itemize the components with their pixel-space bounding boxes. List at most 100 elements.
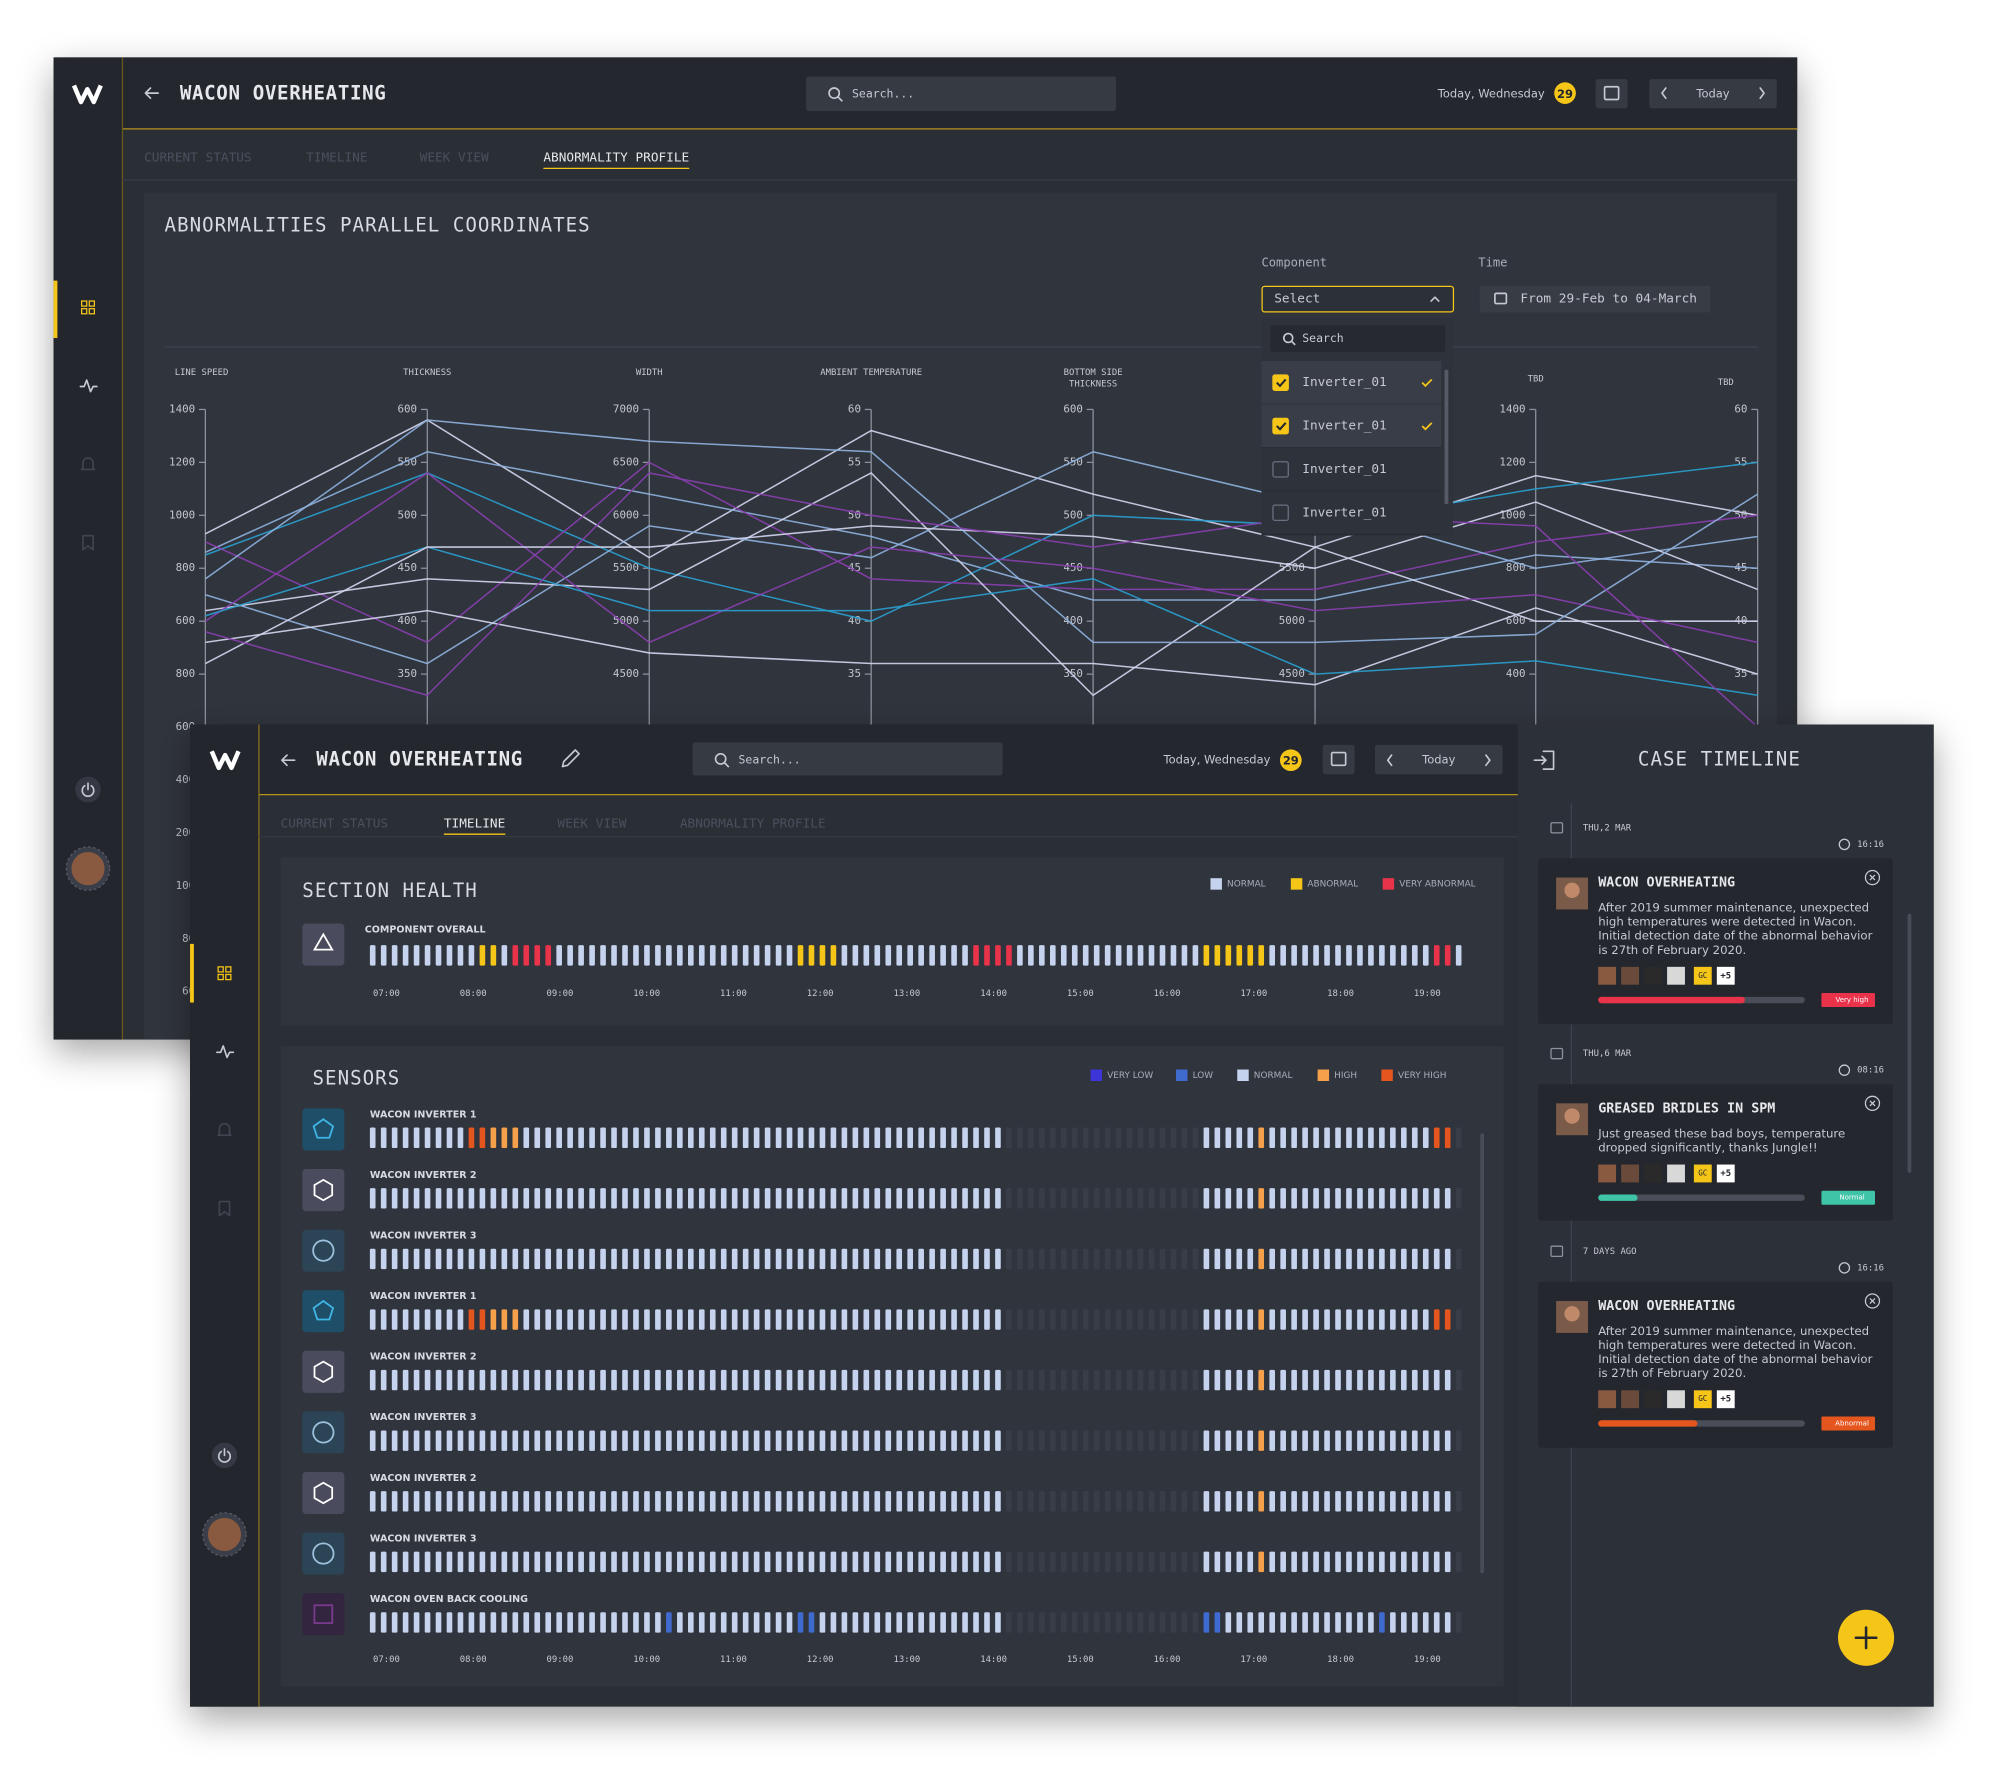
next-button[interactable] <box>1759 87 1765 100</box>
dropdown-option[interactable] <box>1261 491 1442 535</box>
time-range[interactable] <box>1479 285 1711 313</box>
tab[interactable]: TIMELINE <box>306 151 367 166</box>
search-placeholder[interactable]: Search... <box>852 86 914 100</box>
state-bar <box>907 945 914 966</box>
state-bar <box>490 1188 497 1209</box>
data-line <box>205 419 1758 559</box>
state-bar <box>1148 1369 1155 1391</box>
state-bar <box>852 1127 859 1148</box>
state-bar <box>512 1430 519 1451</box>
row-icon-box <box>302 1471 345 1515</box>
today-button[interactable]: Today <box>1421 753 1455 767</box>
dropdown-option[interactable] <box>1261 447 1442 492</box>
state-bar <box>819 1188 826 1209</box>
nav-alerts[interactable] <box>217 1122 232 1137</box>
tab[interactable]: CURRENT STATUS <box>281 816 388 831</box>
state-bar <box>863 1551 870 1573</box>
state-bar <box>402 1248 409 1270</box>
nav-bookmarks[interactable] <box>218 1200 231 1217</box>
search-placeholder[interactable]: Search... <box>739 753 801 767</box>
clock-icon <box>1838 838 1851 851</box>
dropdown-option[interactable] <box>1261 404 1442 448</box>
state-bar <box>764 945 771 966</box>
component-select-text[interactable]: Select <box>1274 292 1320 307</box>
state-bar <box>786 1491 793 1512</box>
nav-dashboard[interactable] <box>80 300 96 315</box>
row-label: WACON INVERTER 2 <box>370 1473 477 1484</box>
tab[interactable]: TIMELINE <box>444 816 505 831</box>
state-bar <box>1302 1309 1308 1330</box>
nav-activity[interactable] <box>79 379 98 393</box>
state-bar <box>984 1612 990 1633</box>
checkbox[interactable] <box>1272 417 1289 435</box>
tab[interactable]: ABNORMALITY PROFILE <box>543 151 689 166</box>
nav-alerts[interactable] <box>80 457 96 471</box>
state-bar <box>1236 1127 1243 1148</box>
tab[interactable]: WEEK VIEW <box>420 151 489 166</box>
next-button[interactable] <box>1485 754 1491 767</box>
calendar-button[interactable] <box>1322 744 1355 775</box>
tab[interactable]: WEEK VIEW <box>557 816 626 831</box>
close-button[interactable] <box>1864 869 1881 886</box>
back-button[interactable] <box>144 87 159 100</box>
state-bar <box>534 1309 541 1330</box>
state-bar <box>830 1369 837 1391</box>
state-bar <box>720 1551 727 1573</box>
date-nav <box>1375 744 1503 775</box>
state-bar <box>1071 1430 1078 1451</box>
search-box[interactable] <box>692 742 1003 776</box>
state-bar <box>688 1491 694 1512</box>
state-bar <box>1060 1309 1067 1330</box>
state-bar <box>1258 1369 1265 1391</box>
nav-activity[interactable] <box>216 1045 235 1059</box>
state-bar <box>918 1551 924 1573</box>
state-bar <box>369 1369 376 1391</box>
y-tick-label: 55 <box>1734 455 1747 468</box>
close-button[interactable] <box>1864 1293 1881 1309</box>
state-bar <box>709 945 716 966</box>
collapse-button[interactable] <box>1533 750 1555 770</box>
close-button[interactable] <box>1864 1095 1881 1111</box>
case-title: WACON OVERHEATING <box>1598 1299 1735 1314</box>
state-bar <box>402 1369 409 1391</box>
prev-button[interactable] <box>1386 754 1393 767</box>
tab[interactable]: ABNORMALITY PROFILE <box>680 816 826 831</box>
state-bar <box>742 1430 749 1451</box>
logo[interactable] <box>71 84 103 105</box>
state-bar <box>589 1551 595 1573</box>
back-button[interactable] <box>281 754 296 767</box>
calendar-button[interactable] <box>1595 79 1628 109</box>
state-bar <box>1335 1188 1341 1209</box>
y-tick-label: 1200 <box>1499 455 1525 468</box>
edit-button[interactable] <box>561 749 580 768</box>
state-bar <box>523 1612 530 1633</box>
checkbox[interactable] <box>1272 461 1289 478</box>
nav-dashboard[interactable] <box>217 966 232 981</box>
state-bar <box>1225 1248 1232 1270</box>
dropdown-search[interactable] <box>1270 325 1446 353</box>
state-bar <box>896 1248 903 1270</box>
checkbox[interactable] <box>1272 504 1289 522</box>
state-bar <box>1236 1551 1243 1573</box>
tab[interactable]: CURRENT STATUS <box>144 151 251 166</box>
state-bar <box>1280 1551 1286 1573</box>
state-bar <box>1214 1491 1221 1512</box>
component-select[interactable] <box>1261 285 1455 313</box>
search-box[interactable] <box>806 76 1117 111</box>
prev-button[interactable] <box>1661 87 1667 100</box>
state-bar <box>644 1551 650 1573</box>
state-bar <box>742 1127 749 1148</box>
state-bar <box>1269 1430 1275 1451</box>
close-icon <box>1869 1100 1876 1107</box>
dropdown-option[interactable] <box>1261 360 1442 405</box>
y-tick-label: 5000 <box>1279 614 1305 627</box>
case-card[interactable] <box>1538 1084 1893 1221</box>
state-bar <box>1291 945 1297 966</box>
time-range-text[interactable]: From 29-Feb to 04-March <box>1520 292 1697 307</box>
nav-bookmarks[interactable] <box>82 534 94 551</box>
today-button[interactable]: Today <box>1695 86 1729 100</box>
logo[interactable] <box>209 750 241 771</box>
state-bar <box>1093 1309 1100 1330</box>
checkbox[interactable] <box>1272 374 1289 391</box>
state-bar <box>523 945 530 966</box>
